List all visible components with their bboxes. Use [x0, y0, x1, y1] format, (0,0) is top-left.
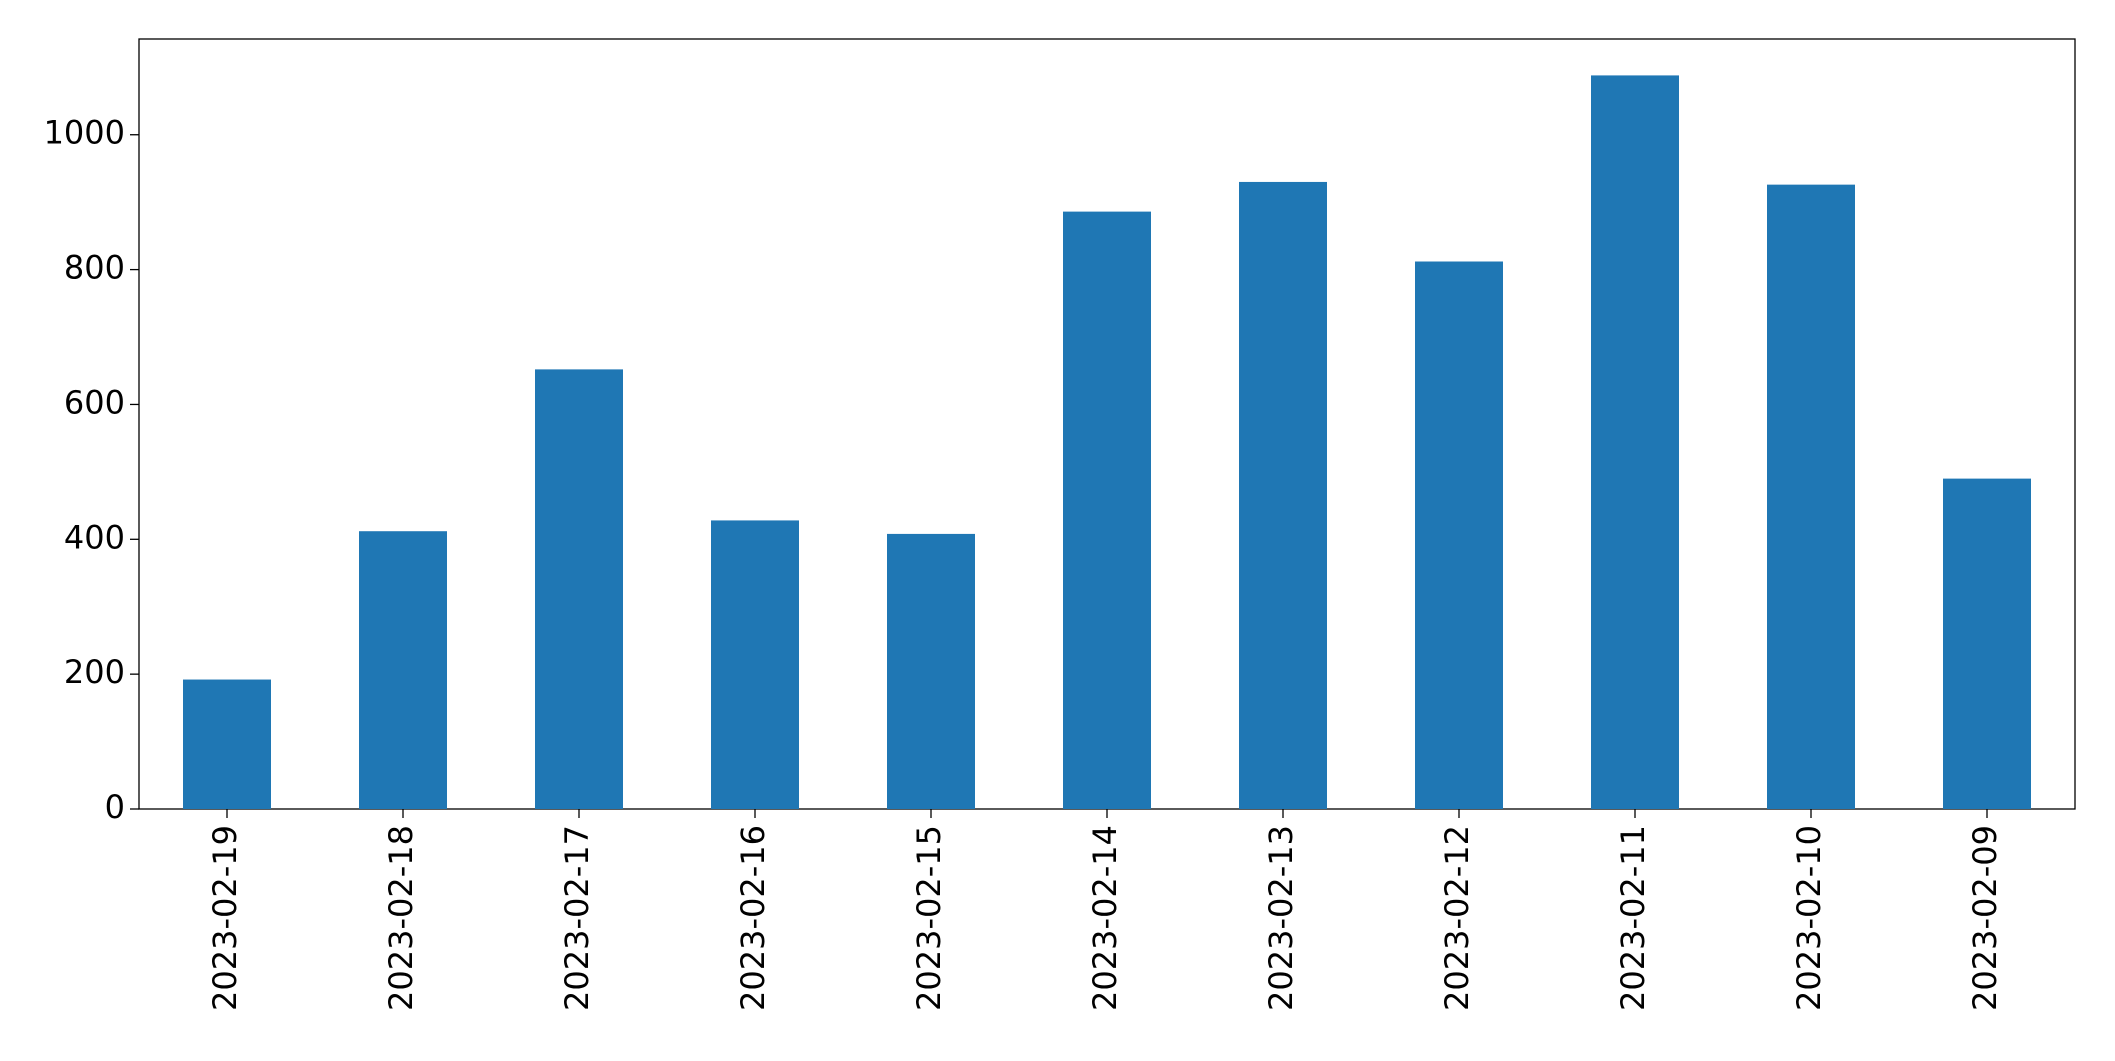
y-tick-label: 200 — [64, 653, 125, 691]
x-tick-label: 2023-02-14 — [1086, 825, 1124, 1011]
y-tick-label: 400 — [64, 518, 125, 556]
y-tick-label: 1000 — [44, 114, 125, 152]
x-tick-label: 2023-02-18 — [382, 825, 420, 1011]
bar — [1767, 184, 1855, 810]
bar — [1239, 181, 1327, 809]
y-tick-label: 600 — [64, 383, 125, 421]
bar — [1063, 211, 1151, 810]
x-tick-label: 2023-02-13 — [1262, 825, 1300, 1011]
x-tick-label: 2023-02-09 — [1966, 825, 2004, 1011]
bar — [183, 679, 271, 809]
bar — [887, 533, 975, 809]
y-tick-label: 800 — [64, 249, 125, 287]
x-tick-label: 2023-02-12 — [1438, 825, 1476, 1011]
x-tick-label: 2023-02-11 — [1614, 825, 1652, 1011]
bar — [1415, 261, 1503, 809]
x-tick-label: 2023-02-19 — [206, 825, 244, 1011]
y-tick-label: 0 — [105, 788, 125, 826]
bar — [535, 369, 623, 809]
x-tick-label: 2023-02-16 — [734, 825, 772, 1011]
bar — [711, 520, 799, 809]
x-tick-label: 2023-02-15 — [910, 825, 948, 1011]
bar — [1591, 75, 1679, 810]
x-tick-label: 2023-02-10 — [1790, 825, 1828, 1011]
bar — [359, 531, 447, 809]
bar — [1943, 478, 2031, 809]
x-tick-label: 2023-02-17 — [558, 825, 596, 1011]
